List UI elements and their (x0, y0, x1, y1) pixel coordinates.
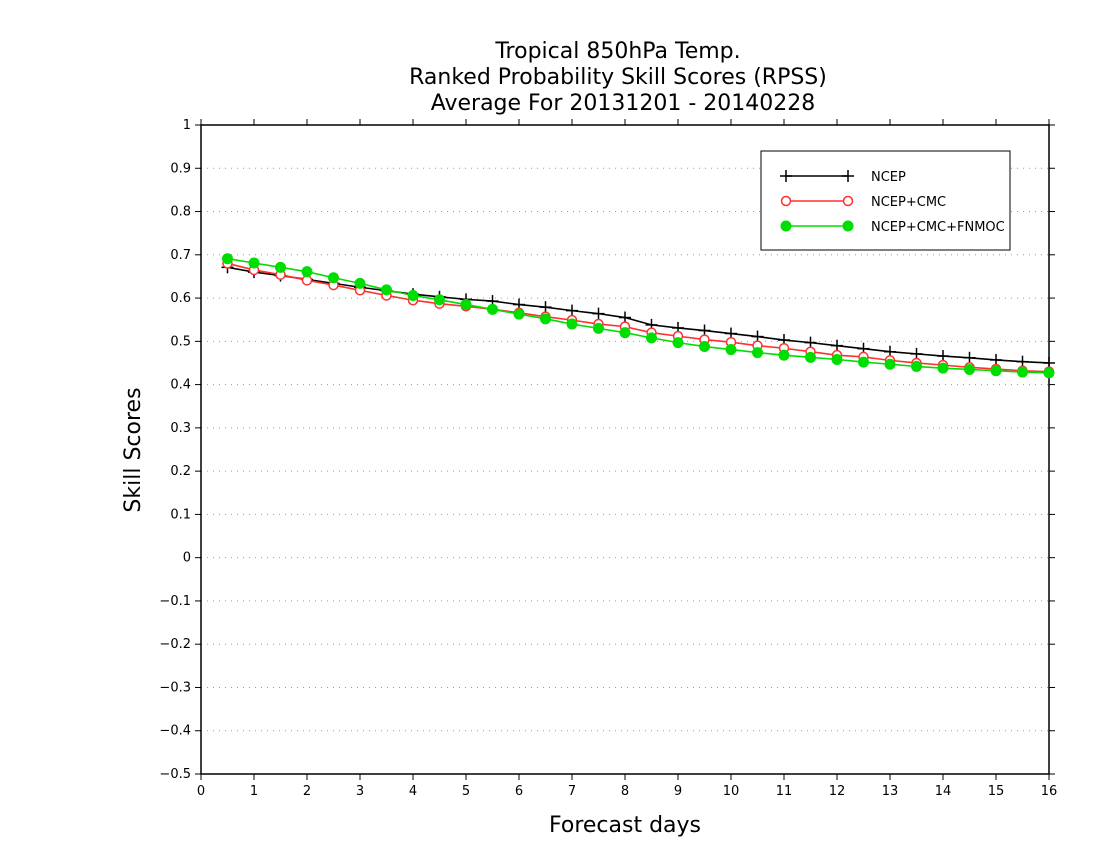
x-tick-label: 1 (250, 784, 258, 799)
data-point (434, 294, 445, 306)
data-point (964, 363, 975, 375)
data-point (911, 360, 922, 372)
data-point (842, 220, 854, 232)
x-tick-label: 5 (462, 784, 470, 799)
y-tick-label: 0.5 (170, 334, 191, 349)
legend-item: NCEP+CMC+FNMOC (780, 220, 1005, 235)
y-tick-label: 0 (183, 551, 191, 566)
data-point (539, 301, 552, 314)
title-line-3: Average For 20131201 - 20140228 (431, 91, 816, 116)
y-tick-label: 0.7 (170, 248, 191, 263)
legend-label: NCEP+CMC+FNMOC (871, 220, 1005, 235)
data-point (646, 332, 657, 344)
series-layer (221, 253, 1055, 379)
series-ncep-cmc-fnmoc (222, 253, 1055, 379)
data-point (805, 351, 816, 363)
y-tick-label: 0.9 (170, 161, 191, 176)
data-point (275, 261, 286, 273)
data-point (831, 339, 843, 352)
x-tick-label: 12 (829, 784, 846, 799)
data-point (1043, 367, 1055, 379)
y-tick-label: −0.2 (159, 637, 191, 652)
data-point (301, 275, 313, 286)
x-tick-label: 11 (776, 784, 793, 799)
y-tick-label: 0.1 (170, 507, 191, 522)
x-axis-label: Forecast days (549, 813, 701, 838)
data-point (460, 299, 472, 311)
data-point (566, 304, 578, 317)
x-tick-label: 3 (356, 784, 364, 799)
x-axis: 0 1 2 3 4 5 6 7 8 9 10 11 12 13 14 15 16 (197, 119, 1057, 799)
y-tick-label: 0.8 (170, 205, 191, 220)
data-point (780, 195, 792, 207)
data-point (301, 266, 313, 278)
data-point (381, 284, 392, 296)
data-point (619, 327, 631, 339)
legend-label: NCEP (871, 170, 906, 185)
data-point (937, 362, 949, 374)
data-point (780, 170, 792, 182)
x-tick-label: 13 (882, 784, 899, 799)
data-point (354, 277, 366, 289)
y-tick-label: 0.2 (170, 464, 191, 479)
x-tick-label: 16 (1041, 784, 1058, 799)
y-axis: −0.5 −0.4 −0.3 −0.2 −0.1 0 0.1 0.2 0.3 0.4 0.5 0.6 0… (159, 118, 1055, 782)
data-point (858, 356, 869, 368)
y-tick-label: −0.5 (159, 767, 191, 782)
legend-item: NCEP (780, 170, 906, 185)
data-point (990, 365, 1002, 377)
legend-item: NCEP+CMC (780, 195, 946, 210)
series-ncep (221, 261, 1055, 369)
x-tick-label: 14 (935, 784, 952, 799)
y-tick-label: −0.3 (159, 680, 191, 695)
data-point (328, 272, 339, 284)
data-point (1017, 366, 1028, 378)
x-tick-label: 8 (621, 784, 629, 799)
chart-title: Tropical 850hPa Temp. Ranked Probability… (409, 39, 827, 116)
x-tick-label: 10 (723, 784, 740, 799)
x-tick-label: 6 (515, 784, 523, 799)
legend-label: NCEP+CMC (871, 195, 946, 210)
y-tick-label: −0.4 (159, 724, 191, 739)
data-point (540, 313, 551, 325)
y-tick-label: 0.3 (170, 421, 191, 436)
data-point (593, 322, 604, 334)
data-point (513, 308, 525, 320)
x-tick-label: 7 (568, 784, 576, 799)
data-point (780, 220, 792, 232)
data-point (407, 289, 419, 301)
data-point (592, 307, 605, 320)
data-point (487, 303, 498, 315)
x-tick-label: 9 (674, 784, 682, 799)
data-point (566, 318, 578, 330)
data-point (222, 253, 233, 265)
series-line (227, 257, 1050, 374)
title-line-1: Tropical 850hPa Temp. (494, 39, 740, 64)
data-point (699, 341, 710, 353)
data-point (884, 358, 896, 370)
data-point (831, 354, 843, 366)
title-line-2: Ranked Probability Skill Scores (RPSS) (409, 65, 827, 90)
data-point (778, 349, 790, 361)
legend: NCEP NCEP+CMC NCEP+CMC+FNMOC (760, 150, 1011, 251)
data-point (672, 337, 684, 349)
data-point (963, 351, 976, 364)
data-point (842, 195, 854, 207)
series-ncep-cmc (222, 258, 1055, 377)
y-axis-label: Skill Scores (121, 387, 146, 512)
data-point (248, 257, 260, 269)
data-point (725, 344, 737, 356)
x-tick-label: 15 (988, 784, 1005, 799)
gridlines (201, 167, 1049, 732)
y-tick-label: 1 (183, 118, 191, 133)
y-tick-label: 0.4 (170, 378, 191, 393)
x-tick-label: 0 (197, 784, 205, 799)
y-tick-label: −0.1 (159, 594, 191, 609)
x-tick-label: 4 (409, 784, 417, 799)
data-point (752, 347, 763, 359)
data-point (842, 170, 854, 182)
x-tick-label: 2 (303, 784, 311, 799)
y-tick-label: 0.6 (170, 291, 191, 306)
